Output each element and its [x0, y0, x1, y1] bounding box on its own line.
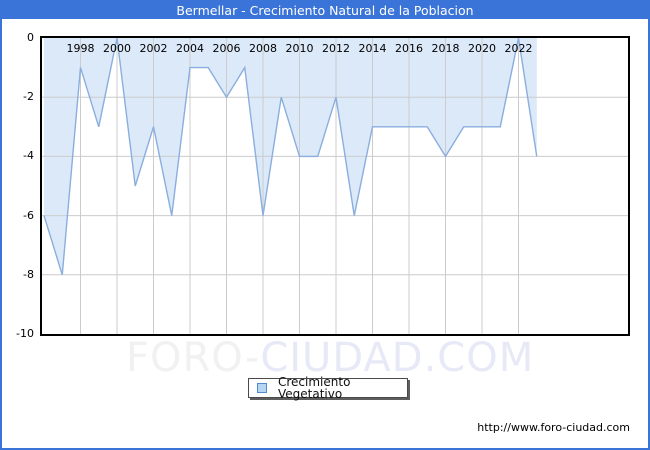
- x-tick-label: 2006: [213, 42, 241, 55]
- x-tick-label: 2014: [359, 42, 387, 55]
- y-tick-label: -8: [23, 267, 34, 281]
- x-tick-label: 1998: [67, 42, 95, 55]
- legend: Crecimiento Vegetativo: [248, 375, 408, 401]
- watermark-part1: FORO-: [126, 335, 261, 381]
- y-tick-label: -6: [23, 208, 34, 222]
- title-bar: Bermellar - Crecimiento Natural de la Po…: [2, 2, 648, 19]
- x-tick-label: 2016: [395, 42, 423, 55]
- x-tick-label: 2000: [103, 42, 131, 55]
- legend-label: Crecimiento Vegetativo: [278, 375, 351, 401]
- x-tick-label: 2010: [286, 42, 314, 55]
- x-tick-label: 2004: [176, 42, 204, 55]
- x-tick-label: 2012: [322, 42, 350, 55]
- data-line: [43, 38, 538, 276]
- x-tick-label: 2022: [505, 42, 533, 55]
- website-url: http://www.foro-ciudad.com: [477, 421, 630, 434]
- watermark-part2: CIUDAD.COM: [260, 335, 535, 381]
- area-chart: 1998 2000 2002 2004 2006 2008 2010 2012 2014 2016…: [42, 38, 628, 334]
- x-tick-label: 2018: [432, 42, 460, 55]
- y-tick-label: -10: [16, 327, 34, 340]
- y-tick-label: -2: [23, 90, 34, 104]
- plot-area: 1998 2000 2002 2004 2006 2008 2010 2012 2014 2016…: [40, 36, 630, 336]
- watermark: FORO-CIUDAD.COM: [126, 338, 534, 378]
- x-tick-label: 2008: [249, 42, 277, 55]
- chart-title: Bermellar - Crecimiento Natural de la Po…: [176, 3, 474, 18]
- x-tick-label: 2020: [468, 42, 496, 55]
- y-tick-label: -4: [23, 149, 34, 163]
- legend-swatch-icon: [257, 383, 267, 393]
- y-axis-labels: 0 -2 -4 -6 -8 -10: [2, 2, 34, 448]
- x-tick-label: 2002: [140, 42, 168, 55]
- y-tick-label: 0: [27, 31, 34, 44]
